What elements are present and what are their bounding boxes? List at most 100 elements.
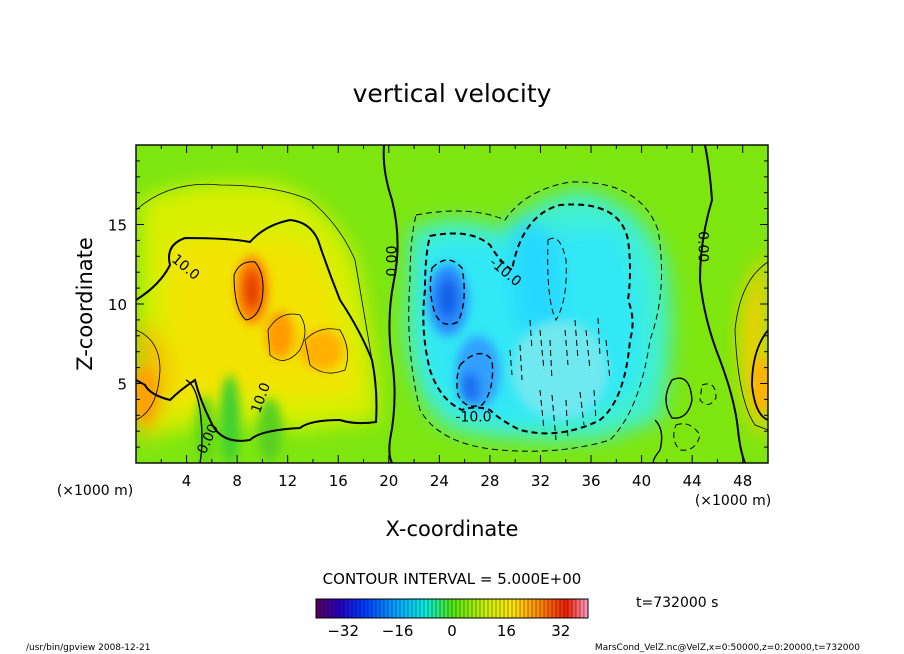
colorbar-cell [376,599,381,618]
colorbar-cell [416,599,421,618]
contour-10 [751,329,768,421]
colorbar-cell [476,599,481,618]
colorbar-cell [344,599,349,618]
y-axis-label: Z-coordinate [73,237,97,371]
x-tick-label: 12 [278,472,297,490]
contour-neg5 [408,181,663,452]
colorbar-cell [380,599,385,618]
colorbar-tick-label: 32 [551,622,570,640]
colorbar-cell [584,599,589,618]
colorbar-cell [388,599,393,618]
contour-zero [382,145,399,463]
colorbar-cell [496,599,501,618]
contour-neg5 [699,383,717,405]
colorbar-cell [472,599,477,618]
y-tick-label: 10 [108,296,127,314]
colorbar-cell [424,599,429,618]
colorbar-cell [572,599,577,618]
x-tick-label: 32 [531,472,550,490]
x-tick-label: 44 [683,472,702,490]
colorbar-cell [488,599,493,618]
green-tongue [220,375,240,463]
colorbar-cell [404,599,409,618]
colorbar-cell [536,599,541,618]
colorbar-cell [428,599,433,618]
x-unit-left: (×1000 m) [57,483,133,499]
green-tongue [258,398,282,462]
colorbar-cell [480,599,485,618]
contour-zero [665,377,693,419]
contour-zero [698,145,746,463]
colorbar-cell [520,599,525,618]
colorbar-tick-label: 0 [447,622,457,640]
colorbar-cell [328,599,333,618]
colorbar-tick-label: −16 [382,622,414,640]
x-unit-right: (×1000 m) [695,493,771,509]
colorbar-cell [464,599,469,618]
contours-positive-10 [136,218,378,442]
updraft-core [136,367,157,423]
colorbar-cell [500,599,505,618]
contour-label: -10.0 [455,410,491,426]
y-tick-label: 5 [117,376,127,394]
x-tick-label: 48 [733,472,752,490]
colorbar-cell [360,599,365,618]
footer-right: MarsCond_VelZ.nc@VelZ,x=0:50000,z=0:2000… [595,643,860,653]
colorbar-cell [412,599,417,618]
contour-interval-label: CONTOUR INTERVAL = 5.000E+00 [323,570,582,588]
colorbar-cell [508,599,513,618]
x-tick-label: 24 [430,472,449,490]
downdraft-core [438,278,458,318]
contour-15 [304,328,348,374]
contour-neg10 [422,203,634,435]
contour-10 [136,218,378,442]
contour-5 [734,261,768,431]
colorbar-cell [568,599,573,618]
colorbar-cell [564,599,569,618]
y-axis: 5 10 15 [108,160,768,448]
contour-label: 0.00 [694,231,710,262]
colorbar-cell [324,599,329,618]
colorbar-tick-label: −32 [327,622,359,640]
colorbar-cell [432,599,437,618]
plot-area: 10.010.00.000.00 -10.0-10.00.00 [136,145,768,463]
colorbar-cell [372,599,377,618]
contour-neg15 [429,259,465,325]
contour-5 [136,183,373,361]
contour-zero [652,419,663,463]
colorbar-cell [336,599,341,618]
colorbar-cell [400,599,405,618]
colorbar-cell [504,599,509,618]
downdraft-core [512,320,608,420]
colorbar-cell [348,599,353,618]
colorbar-cell [456,599,461,618]
updraft-core [300,330,344,370]
time-label: t=732000 s [636,595,718,611]
colorbar-cell [440,599,445,618]
colorbar-cell [352,599,357,618]
downdraft-core [460,372,480,404]
contour-neg5 [509,317,611,441]
contour-zero [185,379,203,463]
downdraft-region [511,222,562,338]
colorbar-ticks: −32 −16 0 16 32 [327,622,570,640]
colorbar-cell [392,599,397,618]
colorbar-cell [460,599,465,618]
colorbar-cell [384,599,389,618]
colorbar-cell [408,599,413,618]
colorbar-cell [512,599,517,618]
colorbar-cell [364,599,369,618]
x-axis: 4 8 12 16 20 24 28 32 36 40 44 48 [135,145,769,490]
contour-10 [233,261,264,321]
colorbar-cell [452,599,457,618]
x-tick-label: 4 [182,472,192,490]
colorbar-cell [548,599,553,618]
updraft-core [244,270,260,310]
contour-neg5 [673,423,701,451]
colorbar-cell [340,599,345,618]
colorbar-cell [484,599,489,618]
contour-neg15 [456,352,494,407]
y-tick-label: 15 [108,217,127,235]
colorbar-cell [560,599,565,618]
